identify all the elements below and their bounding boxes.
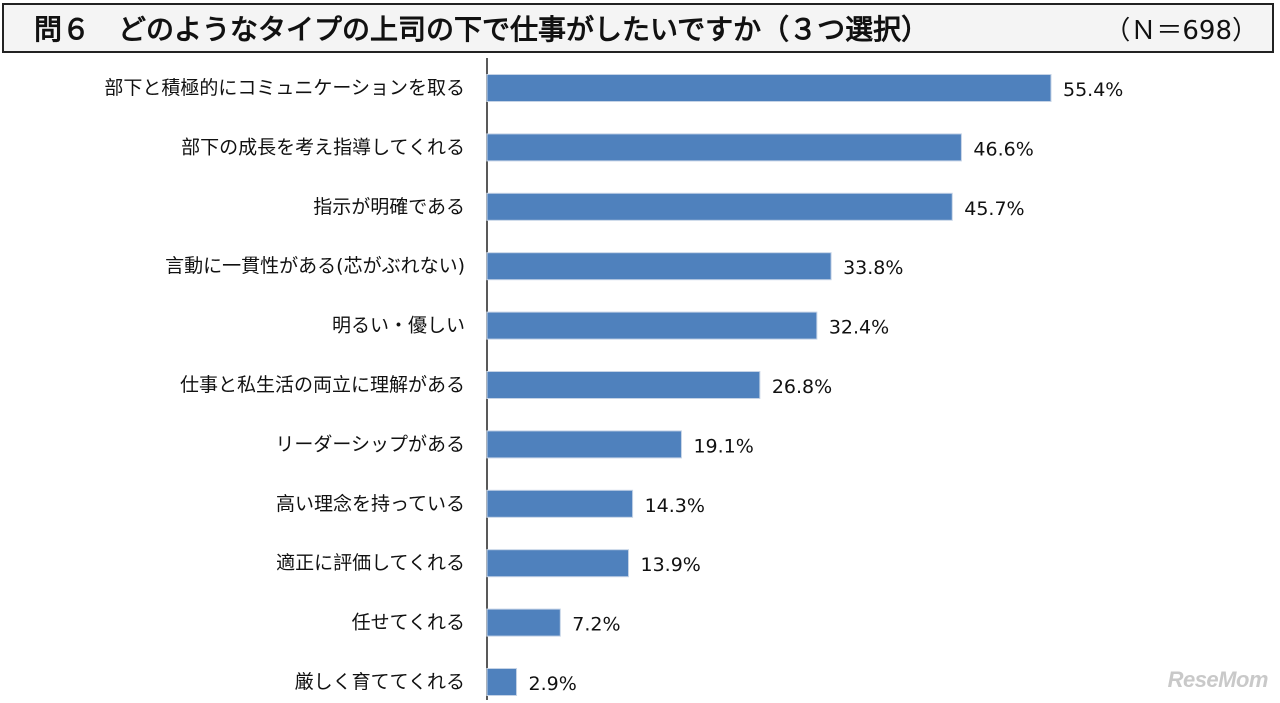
- data-label: 33.8%: [843, 257, 903, 279]
- bar: [486, 608, 561, 637]
- title-box: 問６ どのようなタイプの上司の下で仕事がしたいですか（３つ選択） （Ｎ＝698）: [2, 3, 1274, 53]
- category-label: 言動に一貫性がある(芯がぶれない): [165, 255, 465, 277]
- category-label: 部下の成長を考え指導してくれる: [181, 136, 465, 158]
- data-label: 7.2%: [572, 614, 620, 636]
- category-label: 任せてくれる: [352, 612, 465, 634]
- data-label: 32.4%: [829, 317, 889, 339]
- resemom-logo: ReseMom: [1167, 667, 1269, 692]
- bar: [486, 430, 682, 459]
- bar: [486, 489, 634, 518]
- data-label: 46.6%: [973, 138, 1033, 160]
- category-label: 指示が明確である: [313, 196, 465, 218]
- sample-size: （Ｎ＝698）: [1104, 15, 1258, 46]
- bar: [486, 549, 630, 578]
- category-label: 明るい・優しい: [332, 315, 465, 337]
- bar: [486, 74, 1052, 102]
- data-label: 2.9%: [529, 673, 577, 695]
- category-label: 仕事と私生活の両立に理解がある: [180, 374, 465, 396]
- category-label: リーダーシップがある: [275, 433, 465, 455]
- data-label: 55.4%: [1063, 79, 1123, 101]
- data-label: 19.1%: [693, 435, 753, 457]
- data-label: 26.8%: [772, 376, 832, 398]
- bar: [486, 668, 518, 696]
- data-label: 45.7%: [964, 198, 1024, 220]
- bar: [486, 252, 832, 281]
- bar: [486, 192, 953, 221]
- bar: [486, 371, 761, 399]
- bar: [486, 311, 818, 340]
- category-label: 厳しく育ててくれる: [295, 671, 465, 693]
- category-label: 部下と積極的にコミュニケーションを取る: [104, 77, 465, 99]
- bar: [486, 133, 962, 162]
- chart-title: 問６ どのようなタイプの上司の下で仕事がしたいですか（３つ選択）: [34, 13, 930, 46]
- data-label: 13.9%: [641, 554, 701, 576]
- category-label: 高い理念を持っている: [276, 492, 465, 515]
- category-label: 適正に評価してくれる: [276, 552, 465, 574]
- data-label: 14.3%: [645, 495, 705, 517]
